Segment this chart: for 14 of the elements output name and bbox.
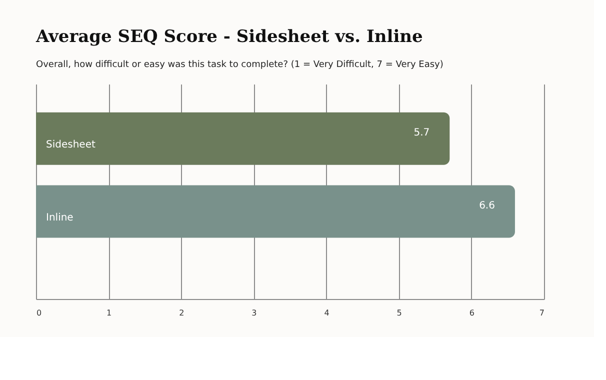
x-tick-label: 3 — [252, 308, 257, 318]
y-tick-label: Inline — [46, 212, 74, 224]
x-tick-label: 6 — [469, 308, 474, 318]
y-tick-label: Sidesheet — [46, 140, 96, 151]
chart-title: Average SEQ Score - Sidesheet vs. Inline — [35, 27, 424, 47]
x-tick-label: 1 — [106, 308, 112, 318]
data-label: 6.6 — [479, 200, 495, 212]
chart-subtitle: Overall, how difficult or easy was this task to complete? (1 = Very Difficult, 7 = Very Easy) — [36, 60, 444, 70]
x-tick-label: 2 — [179, 308, 184, 318]
x-tick-label: 4 — [324, 308, 330, 318]
x-tick-label: 0 — [36, 308, 42, 318]
data-label: 5.7 — [414, 128, 430, 139]
x-tick-label: 7 — [539, 308, 544, 318]
x-tick-label: 5 — [396, 308, 402, 318]
